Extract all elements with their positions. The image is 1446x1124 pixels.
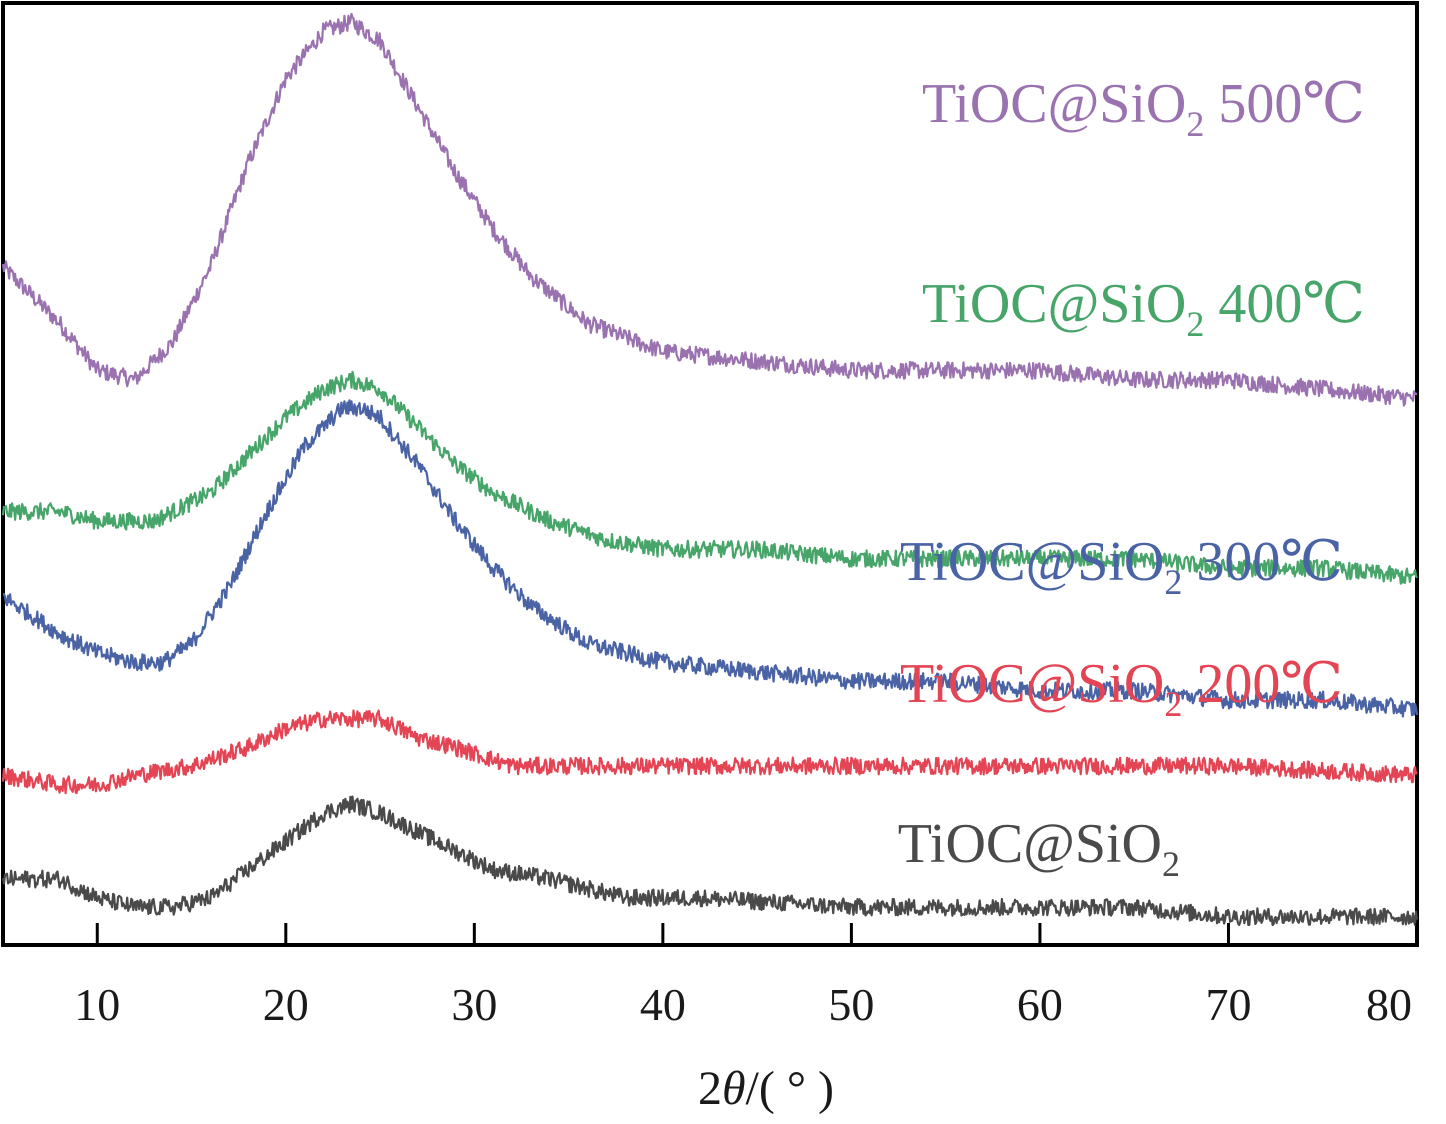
x-tick-label-60: 60 xyxy=(1017,979,1063,1030)
x-tick-label-70: 70 xyxy=(1205,979,1251,1030)
series-0-label: TiOC@SiO2 500℃ xyxy=(922,73,1365,144)
x-tick-label-40: 40 xyxy=(640,979,686,1030)
series-layer xyxy=(1,12,1419,927)
series-2-line xyxy=(2,399,1419,718)
series-3-line xyxy=(1,709,1418,795)
x-tick-label-20: 20 xyxy=(263,979,309,1030)
legend-labels: TiOC@SiO2 500℃ TiOC@SiO2 400℃ TiOC@SiO2 30… xyxy=(898,73,1365,884)
plot-frame xyxy=(1,1,1419,947)
series-4-line xyxy=(1,795,1419,927)
x-tick-label-50: 50 xyxy=(828,979,874,1030)
series-1-line xyxy=(1,370,1418,585)
series-3-label: TiOC@SiO2 200℃ xyxy=(900,653,1343,724)
x-tick-label-10: 10 xyxy=(74,979,120,1030)
x-axis: 10 20 30 40 50 60 70 80 xyxy=(74,923,1419,1030)
x-tick-label-30: 30 xyxy=(451,979,497,1030)
series-2-label: TiOC@SiO2 300℃ xyxy=(900,531,1343,602)
series-1-label: TiOC@SiO2 400℃ xyxy=(922,273,1365,344)
x-axis-title: 2θ/( ° ) xyxy=(698,1062,834,1115)
series-0-line xyxy=(1,12,1418,407)
x-tick-label-80: 80 xyxy=(1366,979,1412,1030)
series-4-label: TiOC@SiO2 xyxy=(898,813,1180,884)
